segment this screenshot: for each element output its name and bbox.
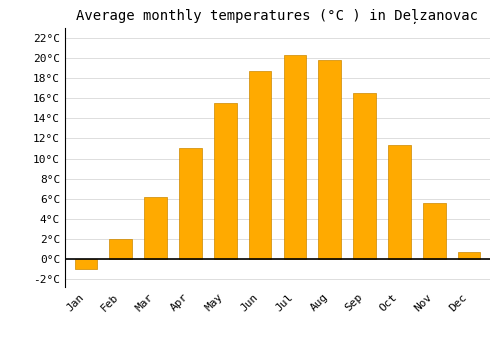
Bar (423, 203, 446, 259)
Bar (388, 146, 410, 259)
Title: Average monthly temperatures (°C ) in Deļzanovac: Average monthly temperatures (°C ) in De… (76, 9, 478, 24)
Bar (284, 55, 306, 259)
Bar (214, 103, 236, 259)
Bar (318, 60, 341, 259)
Bar (249, 71, 272, 259)
Bar (74, 259, 97, 269)
Bar (144, 197, 167, 259)
Bar (179, 148, 202, 259)
Bar (354, 93, 376, 259)
Bar (110, 239, 132, 259)
Bar (458, 252, 480, 259)
